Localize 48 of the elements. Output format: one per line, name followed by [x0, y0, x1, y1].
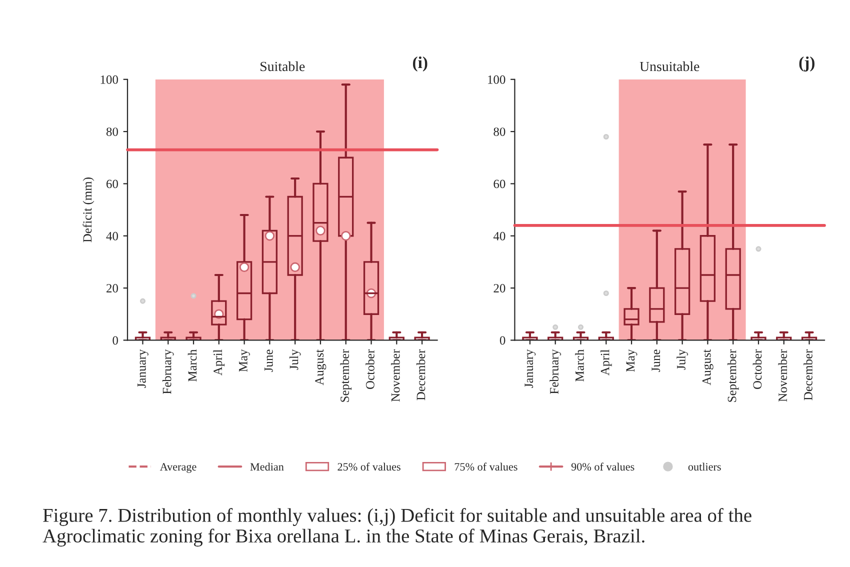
- x-tick-label: October: [366, 349, 374, 389]
- text: outliers: [688, 462, 721, 471]
- y-axis-title: Deficit (mm): [82, 178, 94, 242]
- y-tick-label: 40: [106, 232, 118, 240]
- y-tick-label: 60: [494, 180, 506, 188]
- x-tick-label: March: [188, 349, 197, 382]
- y-tick-label: 20: [494, 284, 506, 292]
- text: 90% of values: [571, 462, 634, 471]
- chart-title: Unsuitable: [640, 61, 700, 72]
- text: (i): [412, 56, 428, 72]
- y-tick-label: 20: [106, 284, 118, 292]
- x-tick-label: November: [390, 349, 400, 402]
- x-tick-label: February: [550, 349, 562, 394]
- x-tick-label: June: [652, 350, 660, 372]
- text: (j): [799, 56, 814, 72]
- x-tick-label: July: [289, 349, 301, 370]
- x-tick-label: September: [340, 349, 352, 402]
- x-tick-label: December: [416, 349, 426, 400]
- caption: Figure 7. Distribution of monthly values: (i,j) Deficit for suitable and unsuitable area of the Agroclimatic zoning for Bixa orellana L. in the State of Minas Gerais, Brazil.: [42, 508, 752, 547]
- x-tick-label: January: [138, 349, 148, 388]
- x-tick-label: May: [239, 349, 250, 372]
- x-tick-label: May: [626, 349, 638, 372]
- y-tick-label: 0: [112, 336, 118, 345]
- chart-title: Suitable: [260, 61, 305, 72]
- x-tick-label: March: [575, 349, 584, 382]
- text: 25% of values: [338, 462, 400, 471]
- x-tick-label: January: [524, 349, 536, 388]
- x-tick-label: November: [778, 349, 787, 402]
- y-tick-label: 40: [493, 232, 506, 240]
- y-tick-label: 100: [488, 75, 506, 84]
- y-tick-label: 80: [106, 128, 118, 136]
- y-tick-label: 0: [500, 336, 506, 345]
- y-tick-label: 100: [100, 75, 118, 84]
- text: 75% of values: [454, 462, 518, 471]
- y-tick-label: 60: [106, 180, 118, 188]
- x-tick-label: July: [676, 349, 688, 370]
- x-tick-label: February: [162, 349, 174, 394]
- x-tick-label: April: [213, 349, 225, 376]
- x-tick-label: June: [264, 350, 273, 372]
- x-tick-label: April: [600, 349, 612, 376]
- x-tick-label: August: [315, 349, 326, 386]
- text: Median: [250, 462, 284, 471]
- text: Average: [160, 463, 196, 473]
- x-tick-label: October: [752, 349, 762, 389]
- x-tick-label: August: [702, 349, 714, 386]
- y-tick-label: 80: [494, 128, 506, 136]
- x-tick-label: September: [727, 349, 739, 402]
- x-tick-label: December: [804, 349, 812, 400]
